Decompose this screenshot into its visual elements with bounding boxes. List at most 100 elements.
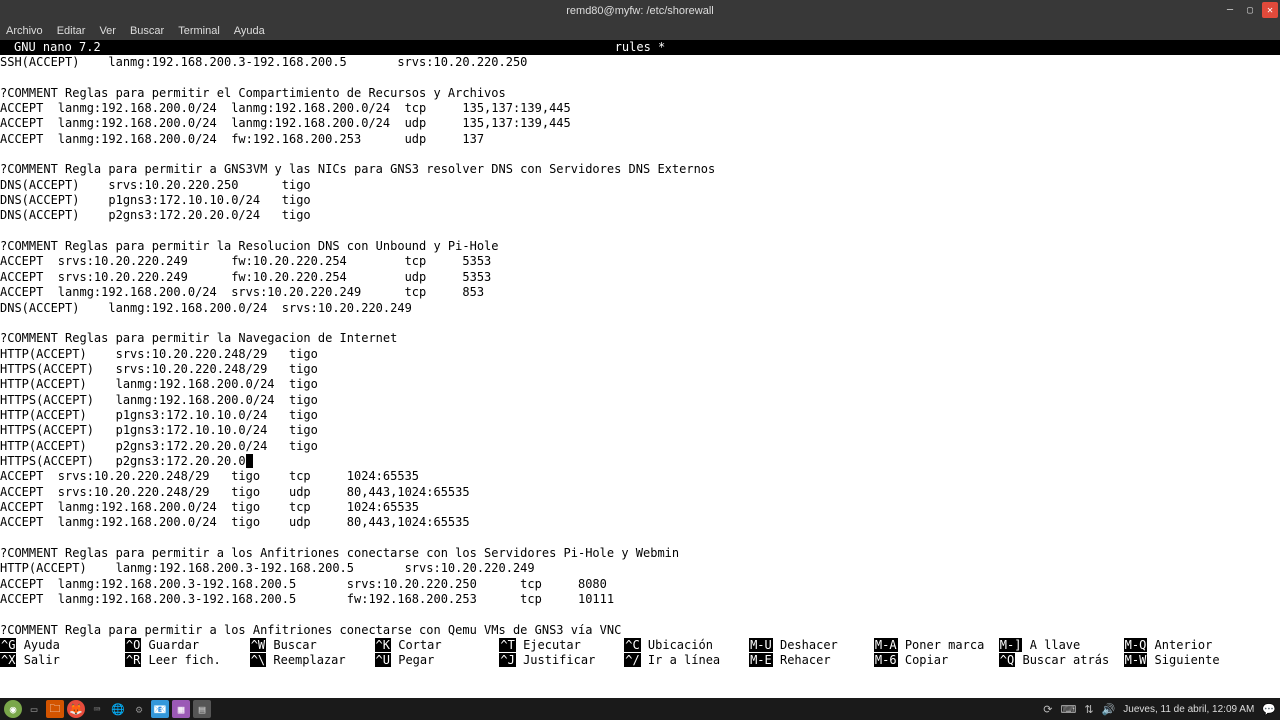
shortcut-key: ^K <box>375 638 391 652</box>
shortcut-label: Pegar <box>398 653 434 667</box>
text-cursor <box>246 454 253 468</box>
firefox-icon[interactable]: 🦊 <box>67 700 85 718</box>
shortcut-label: Buscar <box>273 638 316 652</box>
network-icon[interactable]: ⇅ <box>1084 703 1093 716</box>
shortcut-label: Cortar <box>398 638 441 652</box>
nano-app-name: GNU nano 7.2 <box>0 40 101 55</box>
line: DNS(ACCEPT) p2gns3:172.20.20.0/24 tigo <box>0 208 311 222</box>
shortcut-key: ^X <box>0 653 16 667</box>
app-icon-3[interactable]: ▤ <box>193 700 211 718</box>
line: ACCEPT lanmg:192.168.200.0/24 lanmg:192.… <box>0 116 571 130</box>
shortcut-label: Poner marca <box>905 638 984 652</box>
shortcut-label: Salir <box>24 653 60 667</box>
line: ACCEPT lanmg:192.168.200.0/24 tigo tcp 1… <box>0 500 419 514</box>
shortcut-label: Reemplazar <box>273 653 345 667</box>
line: ACCEPT lanmg:192.168.200.0/24 tigo udp 8… <box>0 515 470 529</box>
app-icon-2[interactable]: ▦ <box>172 700 190 718</box>
shortcut-label: Guardar <box>149 638 200 652</box>
shortcut-label: Rehacer <box>780 653 831 667</box>
line: HTTP(ACCEPT) p1gns3:172.10.10.0/24 tigo <box>0 408 318 422</box>
menu-editar[interactable]: Editar <box>57 25 86 37</box>
shortcut-label: Leer fich. <box>149 653 221 667</box>
shortcut-key: ^/ <box>624 653 640 667</box>
line: DNS(ACCEPT) srvs:10.20.220.250 tigo <box>0 178 311 192</box>
line: ACCEPT lanmg:192.168.200.3-192.168.200.5… <box>0 592 614 606</box>
shortcut-label: Justificar <box>523 653 595 667</box>
shortcut-key: ^O <box>125 638 141 652</box>
files-icon[interactable]: 🗀 <box>46 700 64 718</box>
close-button[interactable]: ✕ <box>1262 2 1278 18</box>
settings-icon[interactable]: ⚙ <box>130 700 148 718</box>
editor-content[interactable]: SSH(ACCEPT) lanmg:192.168.200.3-192.168.… <box>0 55 1280 638</box>
menu-buscar[interactable]: Buscar <box>130 25 164 37</box>
line: HTTP(ACCEPT) lanmg:192.168.200.0/24 tigo <box>0 377 318 391</box>
line: ?COMMENT Regla para permitir a los Anfit… <box>0 623 621 637</box>
line: HTTP(ACCEPT) p2gns3:172.20.20.0/24 tigo <box>0 439 318 453</box>
line: ACCEPT lanmg:192.168.200.0/24 fw:192.168… <box>0 132 484 146</box>
shortcut-key: M-U <box>749 638 773 652</box>
shortcut-label: Copiar <box>905 653 948 667</box>
update-icon[interactable]: ⟳ <box>1043 703 1052 716</box>
line: DNS(ACCEPT) lanmg:192.168.200.0/24 srvs:… <box>0 301 412 315</box>
window-controls: ─ ▢ ✕ <box>1222 2 1278 18</box>
window-titlebar: remd80@myfw: /etc/shorewall ─ ▢ ✕ <box>0 0 1280 22</box>
shortcut-label: Buscar atrás <box>1022 653 1109 667</box>
volume-icon[interactable]: 🔊 <box>1102 703 1116 716</box>
nano-filename: rules * <box>615 40 666 55</box>
taskbar: ◉ ▭ 🗀 🦊 ⌨ 🌐 ⚙ 📧 ▦ ▤ ⟳ ⌨ ⇅ 🔊 Jueves, 11 d… <box>0 698 1280 720</box>
chrome-icon[interactable]: 🌐 <box>109 700 127 718</box>
line: ACCEPT lanmg:192.168.200.3-192.168.200.5… <box>0 577 607 591</box>
shortcut-label: Ir a línea <box>648 653 720 667</box>
minimize-button[interactable]: ─ <box>1222 2 1238 18</box>
nano-header: GNU nano 7.2 rules * <box>0 40 1280 55</box>
window-title: remd80@myfw: /etc/shorewall <box>566 5 714 17</box>
menu-ver[interactable]: Ver <box>99 25 116 37</box>
clock[interactable]: Jueves, 11 de abril, 12:09 AM <box>1123 704 1254 715</box>
line: ACCEPT lanmg:192.168.200.0/24 srvs:10.20… <box>0 285 484 299</box>
shortcut-key: ^W <box>250 638 266 652</box>
show-desktop-icon[interactable]: ▭ <box>25 700 43 718</box>
shortcut-label: Ubicación <box>648 638 713 652</box>
terminal-icon[interactable]: ⌨ <box>88 700 106 718</box>
shortcut-key: M-Q <box>1124 638 1148 652</box>
menu-terminal[interactable]: Terminal <box>178 25 220 37</box>
shortcut-key: ^C <box>624 638 640 652</box>
maximize-button[interactable]: ▢ <box>1242 2 1258 18</box>
line: HTTPS(ACCEPT) p2gns3:172.20.20.0 <box>0 454 246 468</box>
terminal-area[interactable]: GNU nano 7.2 rules * SSH(ACCEPT) lanmg:1… <box>0 40 1280 698</box>
shortcut-key: ^G <box>0 638 16 652</box>
line: ACCEPT srvs:10.20.220.248/29 tigo tcp 10… <box>0 469 419 483</box>
shortcut-label: A llave <box>1030 638 1081 652</box>
shortcut-key: ^Q <box>999 653 1015 667</box>
shortcut-key: M-] <box>999 638 1023 652</box>
line: ACCEPT lanmg:192.168.200.0/24 lanmg:192.… <box>0 101 571 115</box>
line: ?COMMENT Reglas para permitir el Compart… <box>0 86 506 100</box>
line: HTTP(ACCEPT) srvs:10.20.220.248/29 tigo <box>0 347 318 361</box>
menu-ayuda[interactable]: Ayuda <box>234 25 265 37</box>
shortcut-label: Ejecutar <box>523 638 581 652</box>
shortcut-key: M-W <box>1124 653 1148 667</box>
line: DNS(ACCEPT) p1gns3:172.10.10.0/24 tigo <box>0 193 311 207</box>
start-menu-icon[interactable]: ◉ <box>4 700 22 718</box>
shortcut-key: ^J <box>499 653 515 667</box>
shortcut-key: M-6 <box>874 653 898 667</box>
line: HTTPS(ACCEPT) srvs:10.20.220.248/29 tigo <box>0 362 318 376</box>
menu-archivo[interactable]: Archivo <box>6 25 43 37</box>
taskbar-left: ◉ ▭ 🗀 🦊 ⌨ 🌐 ⚙ 📧 ▦ ▤ <box>4 700 211 718</box>
line: ?COMMENT Reglas para permitir a los Anfi… <box>0 546 679 560</box>
line: ACCEPT srvs:10.20.220.248/29 tigo udp 80… <box>0 485 470 499</box>
shortcut-label: Ayuda <box>24 638 60 652</box>
line: ACCEPT srvs:10.20.220.249 fw:10.20.220.2… <box>0 270 491 284</box>
line: HTTPS(ACCEPT) p1gns3:172.10.10.0/24 tigo <box>0 423 318 437</box>
notifications-icon[interactable]: 💬 <box>1262 703 1276 716</box>
line: HTTPS(ACCEPT) lanmg:192.168.200.0/24 tig… <box>0 393 318 407</box>
taskbar-right: ⟳ ⌨ ⇅ 🔊 Jueves, 11 de abril, 12:09 AM 💬 <box>1043 703 1276 716</box>
shortcut-key: M-E <box>749 653 773 667</box>
line: ?COMMENT Reglas para permitir la Resoluc… <box>0 239 499 253</box>
shortcut-key: ^\ <box>250 653 266 667</box>
app-icon[interactable]: 📧 <box>151 700 169 718</box>
line: HTTP(ACCEPT) lanmg:192.168.200.3-192.168… <box>0 561 535 575</box>
shortcut-label: Anterior <box>1155 638 1213 652</box>
keyboard-icon[interactable]: ⌨ <box>1060 703 1076 716</box>
shortcut-key: ^R <box>125 653 141 667</box>
